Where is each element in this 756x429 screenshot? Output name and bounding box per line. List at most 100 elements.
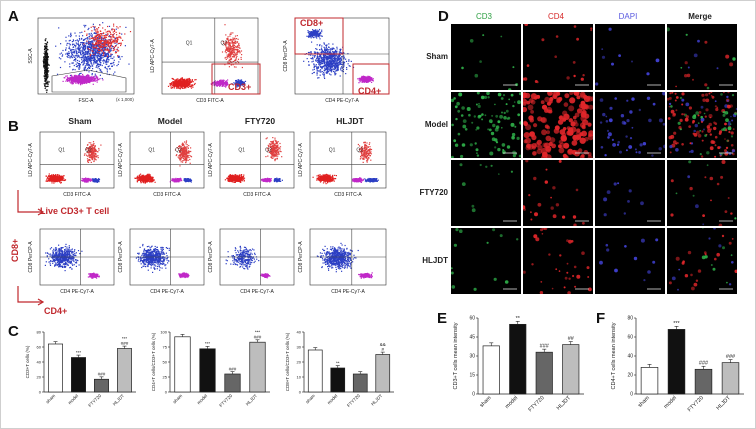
bar-model xyxy=(199,348,216,393)
svg-text:SSC-A: SSC-A xyxy=(28,48,34,64)
cd4-bracket xyxy=(17,286,44,306)
panel-a-cd3-plot: LD APC-Cy7-A CD3 FITC-A Q1 Q2 xyxy=(150,14,262,104)
y-axis-label: CD3+T cells (%) xyxy=(25,345,30,378)
svg-text:Q1: Q1 xyxy=(186,41,193,47)
x-tick-label: HLJDT xyxy=(112,393,126,407)
bar-fty720 xyxy=(694,368,713,395)
y-axis-label: CD3+T cells mean intensity xyxy=(453,322,459,389)
panel-d-label: D xyxy=(438,8,449,25)
x-tick-label: FTY720 xyxy=(346,393,361,408)
panel-a-cd4-cd8-plot: CD8 PerCP-A CD4 PE-Cy7-A xyxy=(283,14,393,104)
micrograph-sham-merge xyxy=(667,24,737,90)
x-tick-label: model xyxy=(196,393,208,405)
x-tick-label: sham xyxy=(45,393,56,404)
x-tick-label: FTY720 xyxy=(218,393,233,408)
x-tick-label: sham xyxy=(479,395,493,409)
y-tick-label: 60 xyxy=(37,345,42,350)
x-tick-label: model xyxy=(504,395,519,410)
bar-model xyxy=(509,323,527,395)
y-tick-label: 30 xyxy=(297,345,302,350)
bar-sham xyxy=(640,367,659,395)
micrograph-hljdt-cd3 xyxy=(451,228,521,294)
y-tick-label: 40 xyxy=(627,354,633,360)
y-tick-label: 20 xyxy=(297,360,302,365)
chart-cd3-intensity: CD3+T cells mean intensity 0 15 30 45 60 sham m… xyxy=(450,306,590,418)
panel-a-label: A xyxy=(8,8,19,25)
bar-fty720 xyxy=(224,373,241,393)
significance-label: ### xyxy=(98,372,106,377)
y-tick-label: 0 xyxy=(165,390,168,395)
svg-text:CD4 PE-Cy7-A: CD4 PE-Cy7-A xyxy=(325,98,359,104)
y-tick-label: 100 xyxy=(160,330,167,335)
bar-model xyxy=(667,329,686,395)
chart-cd8-cd3-ratio: CD8+T cells/CD3+T cells (%) 0 10 20 30 40 sham… xyxy=(282,322,400,412)
significance-label: ### xyxy=(726,354,736,360)
svg-text:Q2: Q2 xyxy=(221,41,228,47)
y-tick-label: 40 xyxy=(297,330,302,335)
bar-hljdt xyxy=(562,344,580,395)
y-tick-label: 0 xyxy=(39,390,42,395)
significance-label: ### xyxy=(540,344,550,350)
bar-model xyxy=(71,357,86,393)
bar-hljdt xyxy=(375,354,391,393)
panel-b-label: B xyxy=(8,118,19,135)
significance-label: && xyxy=(380,342,386,347)
row-sham-label: Sham xyxy=(426,52,448,61)
svg-text:CD3 FITC-A: CD3 FITC-A xyxy=(196,98,224,104)
x-tick-label: HLJDT xyxy=(370,393,384,407)
micrograph-fty720-cd3 xyxy=(451,160,521,226)
x-tick-label: sham xyxy=(172,393,183,404)
y-tick-label: 30 xyxy=(469,354,475,360)
bar-hljdt xyxy=(721,362,740,395)
micrograph-sham-cd3 xyxy=(451,24,521,90)
micrograph-hljdt-dapi xyxy=(595,228,665,294)
x-tick-label: HLJDT xyxy=(556,395,573,412)
panel-b-hljdt-cd4-plot: CD8 PerCP-A CD4 PE-Cy7-A xyxy=(298,225,390,295)
x-tick-label: HLJDT xyxy=(716,395,733,412)
cd8-gate-label: CD8+ xyxy=(300,18,324,28)
significance-label: ## xyxy=(568,336,575,342)
row-hljdt-label: HLJDT xyxy=(422,256,448,265)
significance-label: ** xyxy=(336,360,340,365)
y-tick-label: 20 xyxy=(37,375,42,380)
x-tick-label: sham xyxy=(637,395,651,409)
bar-fty720 xyxy=(94,378,109,393)
significance-label: ### xyxy=(229,366,237,371)
panel-c-label: C xyxy=(8,323,19,340)
y-tick-label: 20 xyxy=(627,373,633,379)
chart-cd3-percent: CD3+T cells (%) 0 20 40 60 80 sham model *** FTY7… xyxy=(22,322,142,412)
significance-label: *** xyxy=(673,321,680,327)
significance-label: *** xyxy=(122,336,128,341)
significance-label: ### xyxy=(121,341,129,346)
bar-fty720 xyxy=(352,373,368,393)
micrograph-model-cd3 xyxy=(451,92,521,158)
y-axis-label: CD8+T cells/CD3+T cells (%) xyxy=(285,332,290,391)
y-tick-label: 60 xyxy=(469,316,475,322)
header-cd3: CD3 xyxy=(475,12,492,21)
y-tick-label: 15 xyxy=(469,373,475,379)
x-tick-label: FTY720 xyxy=(687,395,705,413)
x-tick-label: model xyxy=(663,395,678,410)
chart-cd4-intensity: CD4+T cells mean intensity 0 20 40 60 80 sham m… xyxy=(608,306,750,418)
y-axis-label: CD4+T cells/CD3+T cells (%) xyxy=(151,332,156,391)
row-fty720-label: FTY720 xyxy=(419,188,448,197)
y-tick-label: 50 xyxy=(163,360,168,365)
svg-text:FSC-A: FSC-A xyxy=(79,98,95,104)
y-tick-label: 75 xyxy=(163,345,168,350)
y-tick-label: 0 xyxy=(630,392,633,398)
svg-text:(x 1,000): (x 1,000) xyxy=(116,97,134,102)
bar-sham xyxy=(482,345,500,395)
group-hljdt-label: HLJDT xyxy=(336,116,364,126)
micrograph-sham-cd4 xyxy=(523,24,593,90)
x-tick-label: model xyxy=(67,393,79,405)
panel-b-sham-cd3-plot: LD APC-Cy7-A CD3 FITC-A Q1 Q2 xyxy=(28,128,118,198)
significance-label: ### xyxy=(699,361,709,367)
panel-b-fty720-cd3-plot: LD APC-Cy7-A CD3 FITC-A Q1 Q2 xyxy=(208,128,298,198)
header-dapi: DAPI xyxy=(618,12,638,21)
y-tick-label: 10 xyxy=(297,375,302,380)
svg-text:CD3 FITC-A: CD3 FITC-A xyxy=(63,192,91,198)
cd4-side-label: CD4+ xyxy=(44,306,68,316)
bar-model xyxy=(330,367,346,393)
y-tick-label: 60 xyxy=(627,335,633,341)
bar-sham xyxy=(307,349,323,393)
